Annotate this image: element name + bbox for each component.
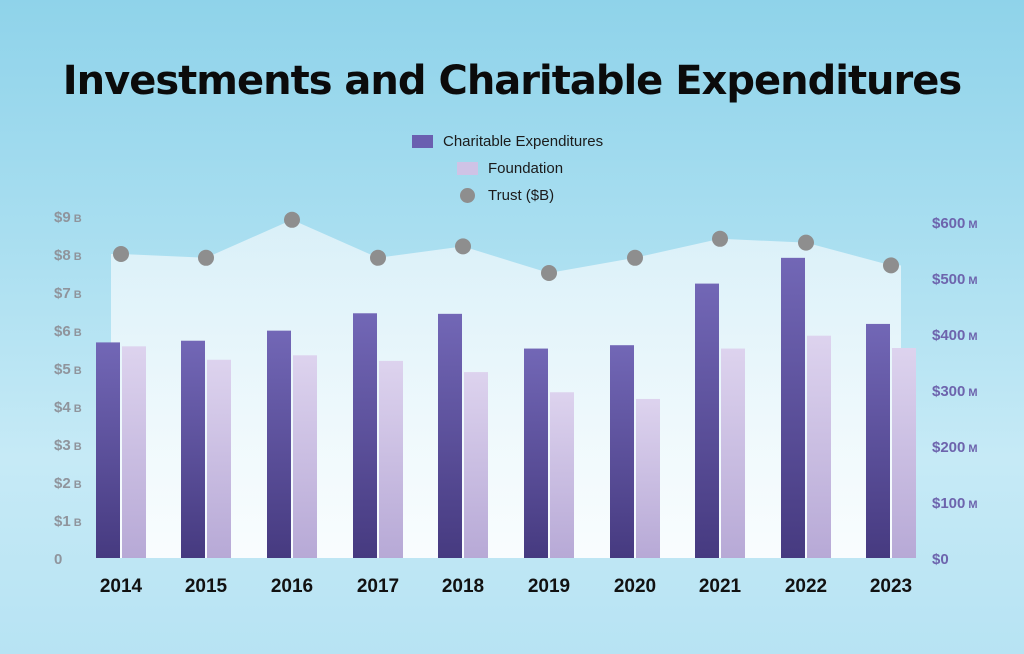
- right-axis-tick: $600 M: [932, 215, 978, 232]
- right-axis-tick: $200 M: [932, 439, 978, 456]
- bar-foundation-2018: [464, 372, 488, 558]
- x-tick-label: 2020: [614, 576, 656, 597]
- bar-charitable-2016: [267, 330, 291, 558]
- x-tick-label: 2019: [528, 576, 570, 597]
- point-trust-2018: [455, 238, 471, 255]
- bar-foundation-2022: [807, 335, 831, 558]
- point-trust-2021: [712, 230, 728, 247]
- bar-charitable-2023: [866, 323, 890, 558]
- bar-foundation-2017: [379, 360, 403, 558]
- left-axis-tick: $6 B: [54, 323, 82, 340]
- legend-item-foundation: Foundation: [412, 155, 603, 182]
- left-axis-tick: $3 B: [54, 437, 82, 454]
- bar-charitable-2020: [610, 345, 634, 558]
- legend-swatch-foundation: [457, 162, 478, 175]
- bar-foundation-2015: [207, 359, 231, 558]
- point-trust-2019: [541, 265, 557, 281]
- point-trust-2022: [798, 234, 814, 251]
- left-axis-tick: $9 B: [54, 209, 82, 226]
- legend: Charitable Expenditures Foundation Trust…: [412, 128, 603, 209]
- point-trust-2017: [370, 249, 386, 266]
- legend-marker-trust: [460, 188, 475, 203]
- x-tick-label: 2018: [442, 576, 484, 597]
- bar-foundation-2014: [122, 346, 146, 558]
- left-axis-tick: $4 B: [54, 399, 82, 416]
- x-tick-label: 2014: [100, 576, 143, 597]
- right-axis-tick: $500 M: [932, 271, 978, 288]
- left-axis-tick: 0: [54, 551, 62, 568]
- x-tick-label: 2022: [785, 576, 827, 597]
- bar-foundation-2019: [550, 392, 574, 558]
- point-trust-2016: [284, 211, 300, 228]
- bar-foundation-2023: [892, 348, 916, 558]
- point-trust-2020: [627, 249, 643, 266]
- left-axis-tick: $8 B: [54, 247, 82, 264]
- left-axis-tick: $5 B: [54, 361, 82, 378]
- legend-item-trust: Trust ($B): [412, 182, 603, 209]
- left-axis-tick: $2 B: [54, 475, 82, 492]
- legend-label-trust: Trust ($B): [488, 187, 555, 204]
- x-tick-label: 2023: [870, 576, 912, 597]
- bar-foundation-2016: [293, 355, 317, 558]
- point-trust-2023: [883, 257, 899, 274]
- bar-charitable-2022: [781, 257, 805, 558]
- bar-charitable-2017: [353, 313, 377, 558]
- left-axis-tick: $1 B: [54, 513, 82, 530]
- legend-item-charitable: Charitable Expenditures: [412, 128, 603, 155]
- chart-title: Investments and Charitable Expenditures: [62, 58, 962, 104]
- bar-charitable-2021: [695, 283, 719, 558]
- bar-charitable-2015: [181, 340, 205, 558]
- x-tick-label: 2021: [699, 576, 742, 597]
- bar-charitable-2014: [96, 342, 120, 558]
- legend-label-charitable: Charitable Expenditures: [443, 133, 604, 150]
- bar-charitable-2019: [524, 348, 548, 558]
- right-axis-tick: $400 M: [932, 327, 978, 344]
- x-tick-label: 2016: [271, 576, 313, 597]
- x-tick-label: 2017: [357, 576, 399, 597]
- right-axis-tick: $100 M: [932, 495, 978, 512]
- bar-charitable-2018: [438, 313, 462, 558]
- right-axis-tick: $0: [932, 551, 949, 568]
- right-axis-tick: $300 M: [932, 383, 978, 400]
- x-tick-label: 2015: [185, 576, 228, 597]
- legend-label-foundation: Foundation: [488, 160, 564, 177]
- point-trust-2015: [198, 249, 214, 266]
- legend-swatch-charitable: [412, 135, 433, 148]
- left-axis-tick: $7 B: [54, 285, 82, 302]
- point-trust-2014: [113, 246, 129, 262]
- bar-foundation-2020: [636, 398, 660, 558]
- bar-foundation-2021: [721, 348, 745, 558]
